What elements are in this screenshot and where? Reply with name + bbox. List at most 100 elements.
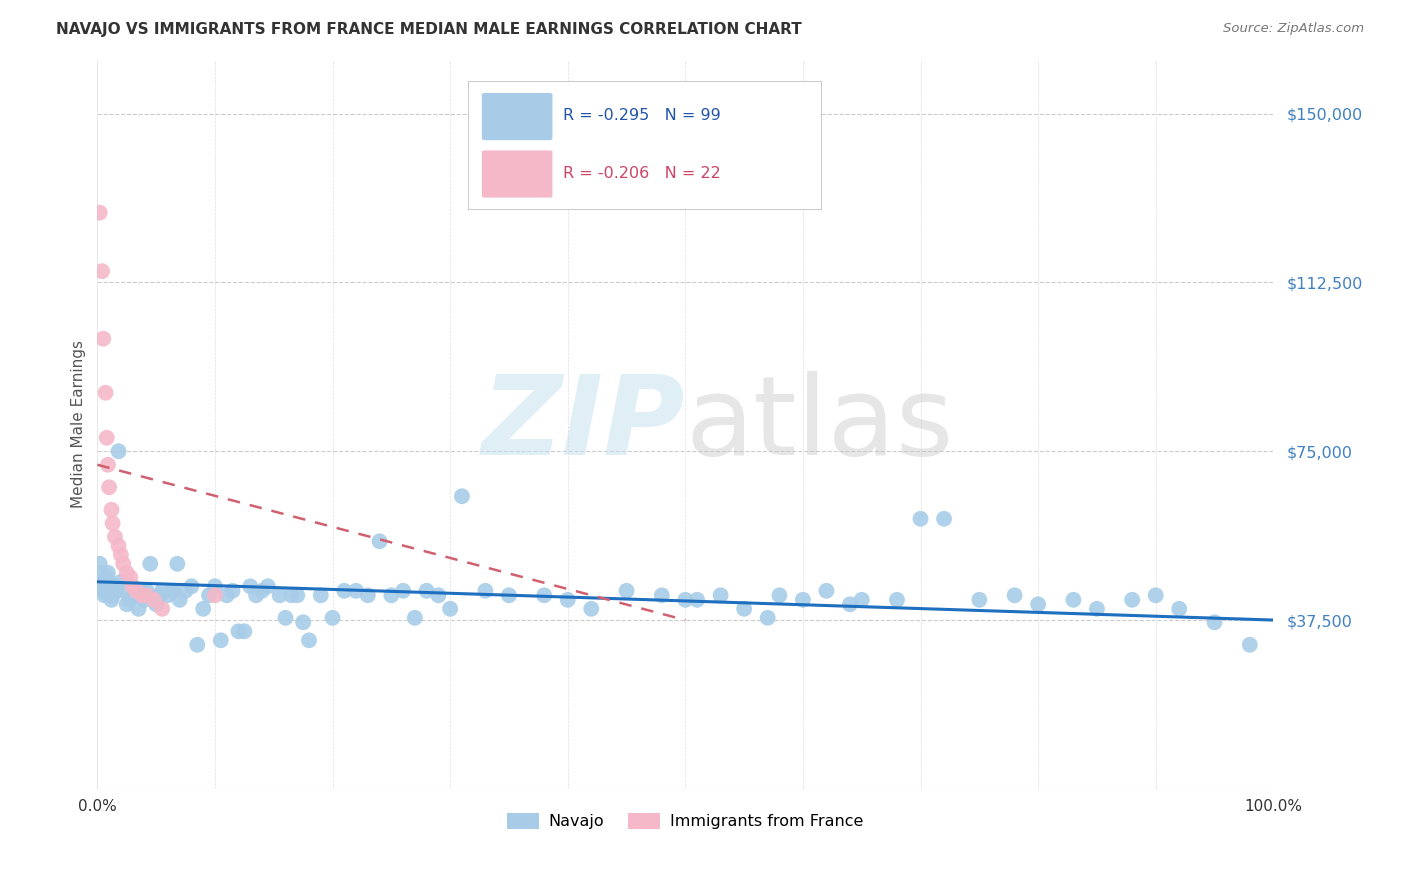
Point bbox=[581, 602, 603, 616]
Point bbox=[107, 539, 129, 553]
Point bbox=[239, 579, 262, 593]
Point bbox=[616, 583, 638, 598]
Point bbox=[118, 592, 141, 607]
Point bbox=[380, 588, 402, 602]
Point bbox=[280, 588, 302, 602]
Point bbox=[368, 534, 391, 549]
Text: NAVAJO VS IMMIGRANTS FROM FRANCE MEDIAN MALE EARNINGS CORRELATION CHART: NAVAJO VS IMMIGRANTS FROM FRANCE MEDIAN … bbox=[56, 22, 801, 37]
Point bbox=[134, 592, 156, 607]
Point bbox=[98, 480, 121, 494]
Point bbox=[112, 557, 135, 571]
Point bbox=[180, 579, 202, 593]
Point bbox=[1204, 615, 1226, 630]
Point bbox=[110, 574, 132, 589]
Point bbox=[756, 611, 779, 625]
Point bbox=[427, 588, 450, 602]
Point bbox=[250, 583, 273, 598]
Point bbox=[1168, 602, 1191, 616]
Point bbox=[557, 592, 579, 607]
Point bbox=[204, 579, 226, 593]
Point bbox=[89, 205, 111, 219]
Point bbox=[686, 592, 709, 607]
Point bbox=[1062, 592, 1084, 607]
Point bbox=[91, 574, 114, 589]
Point bbox=[125, 583, 148, 598]
Point bbox=[89, 557, 111, 571]
Point bbox=[93, 588, 115, 602]
Point bbox=[1144, 588, 1167, 602]
Text: ZIP: ZIP bbox=[482, 371, 685, 478]
Point bbox=[198, 588, 221, 602]
Point bbox=[851, 592, 873, 607]
Point bbox=[344, 583, 367, 598]
Point bbox=[651, 588, 673, 602]
Point bbox=[91, 583, 114, 598]
Point bbox=[322, 611, 344, 625]
Point bbox=[94, 385, 117, 400]
Point bbox=[415, 583, 437, 598]
Point bbox=[139, 557, 162, 571]
Point bbox=[815, 583, 838, 598]
Point bbox=[193, 602, 215, 616]
Point bbox=[131, 583, 153, 598]
Point bbox=[792, 592, 814, 607]
Point bbox=[105, 583, 128, 598]
Point bbox=[135, 583, 157, 598]
Point bbox=[131, 588, 153, 602]
Point bbox=[733, 602, 755, 616]
Point bbox=[96, 431, 118, 445]
Point bbox=[439, 602, 461, 616]
Point bbox=[710, 588, 733, 602]
Point bbox=[910, 512, 932, 526]
Point bbox=[1239, 638, 1261, 652]
Point bbox=[932, 512, 955, 526]
Point bbox=[404, 611, 426, 625]
Point bbox=[97, 458, 120, 472]
Point bbox=[160, 583, 183, 598]
Point bbox=[125, 588, 148, 602]
Point bbox=[100, 592, 122, 607]
Point bbox=[309, 588, 332, 602]
Point bbox=[101, 588, 124, 602]
Point bbox=[98, 588, 121, 602]
Point bbox=[333, 583, 356, 598]
Point bbox=[115, 597, 138, 611]
Point bbox=[245, 588, 267, 602]
Point bbox=[115, 566, 138, 580]
Text: atlas: atlas bbox=[685, 371, 953, 478]
Point bbox=[498, 588, 520, 602]
Point bbox=[392, 583, 415, 598]
Legend: Navajo, Immigrants from France: Navajo, Immigrants from France bbox=[501, 806, 870, 836]
Point bbox=[969, 592, 991, 607]
Point bbox=[149, 588, 172, 602]
Point bbox=[1085, 602, 1108, 616]
Point bbox=[215, 588, 238, 602]
Text: Source: ZipAtlas.com: Source: ZipAtlas.com bbox=[1223, 22, 1364, 36]
Point bbox=[104, 530, 127, 544]
Point bbox=[145, 597, 167, 611]
Point bbox=[112, 583, 135, 598]
Point bbox=[97, 566, 120, 580]
Point bbox=[135, 588, 157, 602]
Point bbox=[269, 588, 291, 602]
Point bbox=[768, 588, 790, 602]
Point bbox=[121, 579, 143, 593]
Point bbox=[166, 557, 188, 571]
Point bbox=[357, 588, 380, 602]
Point bbox=[221, 583, 243, 598]
Point bbox=[104, 579, 127, 593]
Point bbox=[107, 444, 129, 458]
Point bbox=[228, 624, 250, 639]
Point bbox=[174, 583, 197, 598]
Point bbox=[533, 588, 555, 602]
Point bbox=[94, 574, 117, 589]
Point bbox=[128, 602, 150, 616]
Point bbox=[839, 597, 862, 611]
Point bbox=[150, 583, 173, 598]
Point bbox=[142, 592, 165, 607]
Point bbox=[1004, 588, 1026, 602]
Point bbox=[474, 583, 496, 598]
Point bbox=[142, 592, 165, 607]
Point bbox=[886, 592, 908, 607]
Point bbox=[98, 583, 121, 598]
